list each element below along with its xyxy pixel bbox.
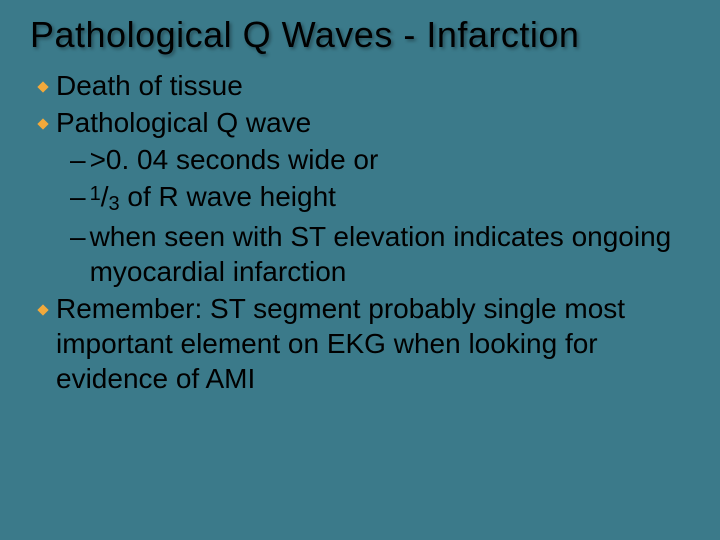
slide-title: Pathological Q Waves - Infarction bbox=[30, 14, 710, 56]
sub-bullet-text: >0. 04 seconds wide or bbox=[90, 142, 379, 177]
sub-bullet-text: when seen with ST elevation indicates on… bbox=[90, 219, 710, 289]
bullet-item: Pathological Q wave bbox=[36, 105, 710, 140]
dash-bullet-icon: – bbox=[70, 179, 86, 214]
diamond-bullet-icon bbox=[36, 117, 50, 131]
bullet-item: Remember: ST segment probably single mos… bbox=[36, 291, 710, 396]
sub-bullet-item: – when seen with ST elevation indicates … bbox=[36, 219, 710, 289]
fraction-denominator: 3 bbox=[108, 193, 119, 215]
bullet-text: Death of tissue bbox=[56, 68, 243, 103]
slide-content: Death of tissue Pathological Q wave – >0… bbox=[30, 68, 710, 396]
slide: Pathological Q Waves - Infarction Death … bbox=[0, 0, 720, 540]
sub-bullet-item: – 1/3 of R wave height bbox=[36, 179, 710, 217]
fraction-numerator: 1 bbox=[90, 183, 101, 205]
sub-bullet-tail: of R wave height bbox=[120, 181, 336, 212]
diamond-bullet-icon bbox=[36, 303, 50, 317]
sub-bullet-text: 1/3 of R wave height bbox=[90, 179, 336, 217]
diamond-bullet-icon bbox=[36, 80, 50, 94]
bullet-text: Pathological Q wave bbox=[56, 105, 311, 140]
dash-bullet-icon: – bbox=[70, 142, 86, 177]
sub-bullet-item: – >0. 04 seconds wide or bbox=[36, 142, 710, 177]
dash-bullet-icon: – bbox=[70, 219, 86, 254]
bullet-text: Remember: ST segment probably single mos… bbox=[56, 291, 710, 396]
bullet-item: Death of tissue bbox=[36, 68, 710, 103]
